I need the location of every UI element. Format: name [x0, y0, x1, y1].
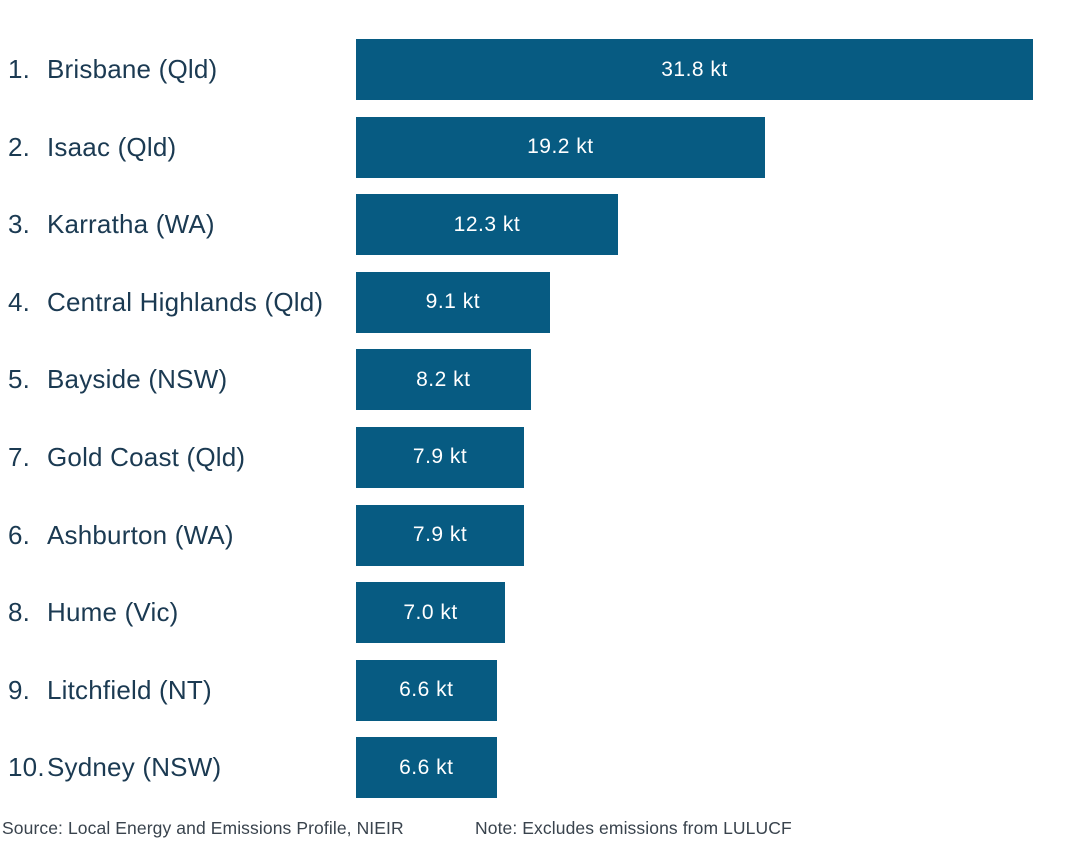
chart-row: 4. Central Highlands (Qld) 9.1 kt	[0, 271, 1068, 333]
region-name: Central Highlands (Qld)	[47, 286, 324, 317]
region-name: Bayside (NSW)	[47, 364, 228, 395]
value-label: 12.3 kt	[453, 212, 521, 236]
chart-row: 6. Ashburton (WA) 7.9 kt	[0, 504, 1068, 566]
chart-row: 1. Brisbane (Qld) 31.8 kt	[0, 39, 1068, 100]
value-bar: 7.9 kt	[356, 426, 525, 488]
value-bar: 6.6 kt	[356, 659, 497, 721]
lulucf-note: Note: Excludes emissions from LULUCF	[475, 818, 792, 838]
region-name: Hume (Vic)	[47, 597, 179, 628]
bar-chart: 1. Brisbane (Qld) 31.8 kt 2. Isaac (Qld)…	[0, 39, 1068, 799]
value-label: 7.0 kt	[403, 600, 458, 624]
value-label: 7.9 kt	[412, 445, 468, 469]
value-bar: 8.2 kt	[356, 349, 531, 411]
rank-number: 1.	[8, 54, 31, 84]
rank-number: 4.	[8, 286, 31, 317]
region-name: Brisbane (Qld)	[47, 54, 218, 84]
rank-number: 5.	[8, 364, 31, 395]
chart-row: 9. Litchfield (NT) 6.6 kt	[0, 659, 1068, 721]
value-bar: 9.1 kt	[356, 271, 550, 333]
rank-number: 3.	[8, 209, 31, 240]
category-label: 8. Hume (Vic)	[0, 597, 356, 628]
value-bar: 6.6 kt	[356, 737, 497, 799]
value-label: 19.2 kt	[527, 135, 594, 159]
chart-footnotes: Source: Local Energy and Emissions Profi…	[0, 818, 1068, 842]
value-label: 31.8 kt	[661, 57, 728, 81]
category-label: 4. Central Highlands (Qld)	[0, 287, 356, 318]
chart-row: 5. Bayside (NSW) 8.2 kt	[0, 349, 1068, 411]
rank-number: 10.	[8, 752, 45, 783]
category-label: 6. Ashburton (WA)	[0, 520, 356, 551]
value-label: 6.6 kt	[399, 755, 454, 779]
region-name: Litchfield (NT)	[47, 674, 212, 705]
value-bar: 7.9 kt	[356, 504, 525, 566]
region-name: Sydney (NSW)	[47, 752, 222, 783]
rank-number: 7.	[8, 441, 31, 472]
chart-row: 8. Hume (Vic) 7.0 kt	[0, 582, 1068, 644]
region-name: Ashburton (WA)	[47, 519, 234, 550]
value-bar: 19.2 kt	[356, 116, 765, 178]
value-label: 7.9 kt	[412, 523, 468, 547]
category-label: 3. Karratha (WA)	[0, 209, 356, 240]
source-note: Source: Local Energy and Emissions Profi…	[2, 818, 404, 838]
category-label: 7. Gold Coast (Qld)	[0, 442, 356, 473]
chart-row: 10. Sydney (NSW) 6.6 kt	[0, 737, 1068, 799]
rank-number: 2.	[8, 131, 31, 162]
chart-row: 7. Gold Coast (Qld) 7.9 kt	[0, 426, 1068, 488]
region-name: Isaac (Qld)	[47, 131, 177, 162]
category-label: 2. Isaac (Qld)	[0, 132, 356, 163]
category-label: 10. Sydney (NSW)	[0, 752, 356, 783]
category-label: 5. Bayside (NSW)	[0, 364, 356, 395]
rank-number: 8.	[8, 597, 31, 628]
category-label: 9. Litchfield (NT)	[0, 675, 356, 706]
region-name: Gold Coast (Qld)	[47, 441, 246, 472]
value-label: 6.6 kt	[399, 678, 454, 702]
rank-number: 6.	[8, 519, 31, 550]
value-label: 8.2 kt	[416, 367, 471, 391]
value-bar: 31.8 kt	[356, 39, 1033, 100]
chart-row: 3. Karratha (WA) 12.3 kt	[0, 194, 1068, 256]
value-label: 9.1 kt	[425, 290, 481, 314]
value-bar: 7.0 kt	[356, 582, 506, 644]
category-label: 1. Brisbane (Qld)	[0, 54, 356, 85]
chart-row: 2. Isaac (Qld) 19.2 kt	[0, 116, 1068, 178]
rank-number: 9.	[8, 674, 31, 705]
region-name: Karratha (WA)	[47, 209, 215, 240]
value-bar: 12.3 kt	[356, 194, 618, 256]
